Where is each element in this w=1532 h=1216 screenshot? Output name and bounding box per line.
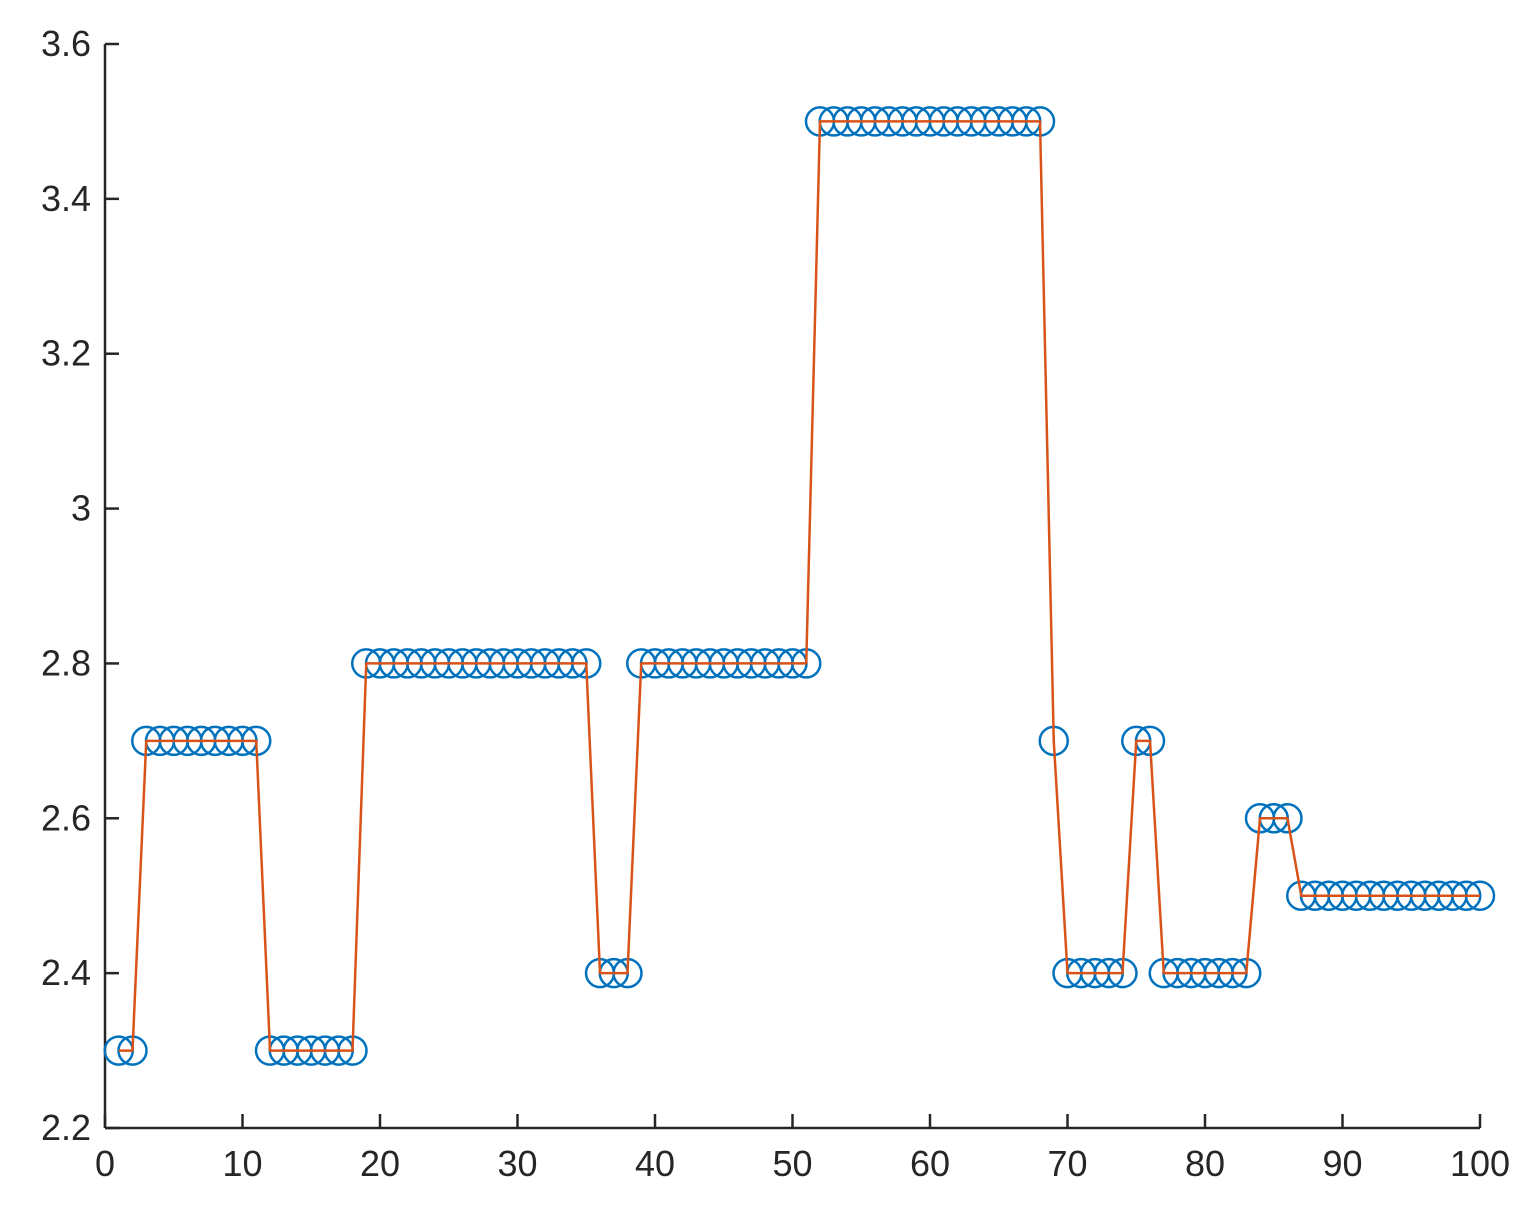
x-tick-label: 80 bbox=[1185, 1143, 1225, 1184]
x-tick-label: 30 bbox=[497, 1143, 537, 1184]
plot-area bbox=[103, 106, 1496, 1066]
y-tick-label: 2.6 bbox=[41, 797, 91, 838]
x-tick-label: 20 bbox=[360, 1143, 400, 1184]
x-axis-ticks: 0 10 20 30 40 50 60 70 80 90 100 bbox=[95, 1114, 1510, 1184]
x-tick-label: 90 bbox=[1322, 1143, 1362, 1184]
x-tick-label: 10 bbox=[222, 1143, 262, 1184]
x-tick-label: 40 bbox=[635, 1143, 675, 1184]
y-tick-label: 3.4 bbox=[41, 178, 91, 219]
y-tick-label: 2.4 bbox=[41, 952, 91, 993]
y-axis-ticks: 2.2 2.4 2.6 2.8 3 3.2 3.4 3.6 bbox=[41, 23, 119, 1148]
y-tick-label: 3 bbox=[71, 488, 91, 529]
series-line bbox=[118, 120, 1480, 1052]
axes bbox=[103, 44, 1480, 1130]
x-tick-label: 50 bbox=[772, 1143, 812, 1184]
y-tick-label: 3.2 bbox=[41, 333, 91, 374]
y-tick-label: 2.8 bbox=[41, 642, 91, 683]
y-tick-label: 2.2 bbox=[41, 1107, 91, 1148]
x-tick-label: 60 bbox=[910, 1143, 950, 1184]
x-tick-label: 0 bbox=[95, 1143, 115, 1184]
x-tick-label: 70 bbox=[1047, 1143, 1087, 1184]
y-tick-label: 3.6 bbox=[41, 23, 91, 64]
x-tick-label: 100 bbox=[1450, 1143, 1510, 1184]
